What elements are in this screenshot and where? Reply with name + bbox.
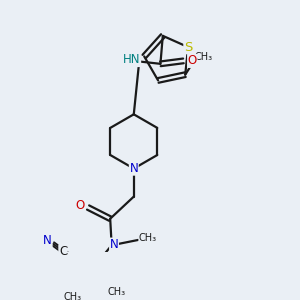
Text: N: N: [129, 162, 138, 175]
Text: S: S: [184, 40, 192, 54]
Text: C: C: [59, 245, 67, 258]
Text: N: N: [43, 234, 52, 247]
Text: CH₃: CH₃: [139, 233, 157, 244]
Text: CH₃: CH₃: [195, 52, 213, 62]
Text: CH₃: CH₃: [107, 287, 125, 297]
Text: CH₃: CH₃: [63, 292, 82, 300]
Text: O: O: [188, 54, 197, 68]
Text: O: O: [75, 199, 84, 212]
Text: N: N: [110, 238, 118, 251]
Text: HN: HN: [123, 53, 141, 67]
